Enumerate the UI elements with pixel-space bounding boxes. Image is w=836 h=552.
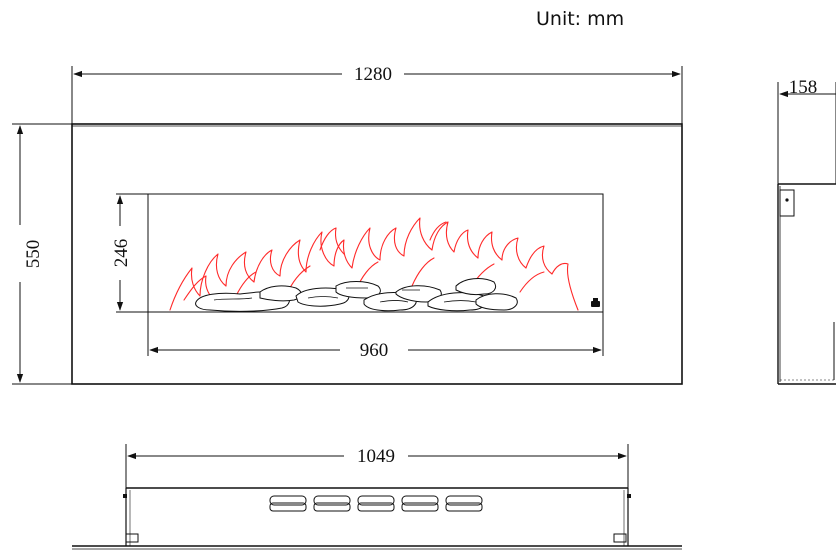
logs <box>195 278 518 312</box>
log-2 <box>259 285 302 302</box>
log-8 <box>455 278 497 295</box>
bracket-screw-icon <box>785 198 789 202</box>
side-view: 158 <box>777 77 836 385</box>
front-view: 1280 550 246 960 <box>12 64 683 385</box>
log-3 <box>295 287 350 307</box>
log-texture <box>213 287 477 303</box>
viewing-window <box>147 193 604 313</box>
dimension-viewing-width: 960 <box>360 340 389 361</box>
log-9 <box>475 293 518 311</box>
dimension-viewing-height: 246 <box>111 239 132 268</box>
control-button-top <box>593 298 598 301</box>
unit-label: Unit: mm <box>536 8 625 30</box>
bottom-foot-left <box>125 533 139 543</box>
control-button-icon <box>591 301 600 307</box>
dimension-bottom-width: 1049 <box>357 446 395 467</box>
dimension-overall-height: 550 <box>23 240 44 269</box>
bottom-foot-right <box>613 533 627 543</box>
mounting-bracket <box>779 189 795 217</box>
bottom-tab-right <box>627 494 631 498</box>
front-frame <box>71 123 683 385</box>
dimension-overall-width: 1280 <box>354 64 392 85</box>
bottom-view: 1049 <box>72 444 682 550</box>
bottom-tab-left <box>123 494 127 498</box>
bottom-vents <box>269 495 483 512</box>
dimension-depth: 158 <box>789 77 818 98</box>
